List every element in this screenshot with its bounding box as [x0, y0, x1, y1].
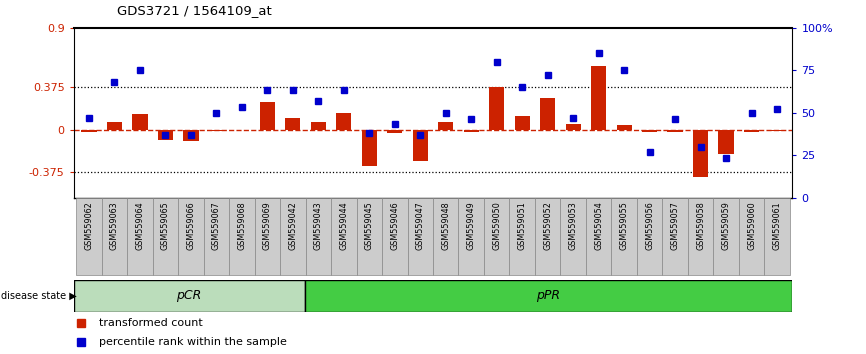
Text: GDS3721 / 1564109_at: GDS3721 / 1564109_at	[117, 4, 272, 17]
Bar	[765, 198, 790, 275]
Bar	[107, 122, 122, 130]
Bar	[305, 280, 792, 312]
Bar	[152, 198, 178, 275]
Text: GSM559043: GSM559043	[313, 201, 323, 250]
Bar	[285, 118, 301, 130]
Bar	[408, 198, 433, 275]
Text: GSM559059: GSM559059	[721, 201, 731, 250]
Bar	[362, 130, 377, 166]
Text: transformed count: transformed count	[99, 318, 203, 329]
Bar	[76, 198, 101, 275]
Text: GSM559053: GSM559053	[569, 201, 578, 250]
Bar	[184, 130, 198, 141]
Text: GSM559055: GSM559055	[620, 201, 629, 250]
Text: GSM559045: GSM559045	[365, 201, 374, 250]
Bar	[714, 198, 739, 275]
Bar	[739, 198, 765, 275]
Text: GSM559068: GSM559068	[237, 201, 246, 250]
Text: GSM559047: GSM559047	[416, 201, 424, 250]
Bar	[311, 122, 326, 130]
Bar	[770, 130, 785, 131]
Bar	[204, 198, 229, 275]
Bar	[509, 198, 535, 275]
Bar	[693, 130, 708, 177]
Bar	[255, 198, 280, 275]
Bar	[514, 116, 530, 130]
Bar	[306, 198, 331, 275]
Bar	[637, 198, 662, 275]
Text: GSM559061: GSM559061	[772, 201, 782, 250]
Bar	[688, 198, 714, 275]
Bar	[132, 114, 147, 130]
Bar	[489, 86, 504, 130]
Bar	[229, 198, 255, 275]
Text: GSM559050: GSM559050	[492, 201, 501, 250]
Text: GSM559054: GSM559054	[594, 201, 604, 250]
Bar	[260, 102, 275, 130]
Text: GSM559042: GSM559042	[288, 201, 297, 250]
Bar	[611, 198, 637, 275]
Bar	[127, 198, 152, 275]
Bar	[412, 130, 428, 161]
Bar	[331, 198, 357, 275]
Bar	[540, 98, 555, 130]
Text: GSM559046: GSM559046	[391, 201, 399, 250]
Bar	[668, 130, 682, 132]
Text: disease state ▶: disease state ▶	[1, 291, 76, 301]
Bar	[74, 280, 305, 312]
Text: GSM559058: GSM559058	[696, 201, 705, 250]
Bar	[209, 130, 224, 131]
Bar	[433, 198, 458, 275]
Bar	[280, 198, 306, 275]
Bar	[336, 113, 352, 130]
Bar	[662, 198, 688, 275]
Bar	[158, 130, 173, 140]
Text: GSM559067: GSM559067	[212, 201, 221, 250]
Bar	[458, 198, 484, 275]
Bar	[560, 198, 586, 275]
Bar	[642, 130, 657, 132]
Bar	[719, 130, 734, 154]
Bar	[617, 125, 632, 130]
Text: GSM559060: GSM559060	[747, 201, 756, 250]
Bar	[586, 198, 611, 275]
Bar	[387, 130, 403, 133]
Bar	[382, 198, 408, 275]
Text: pCR: pCR	[177, 289, 202, 302]
Text: GSM559066: GSM559066	[186, 201, 196, 250]
Bar	[81, 130, 96, 132]
Text: GSM559051: GSM559051	[518, 201, 527, 250]
Bar	[101, 198, 127, 275]
Text: GSM559057: GSM559057	[670, 201, 680, 250]
Bar	[744, 130, 759, 132]
Bar	[463, 130, 479, 132]
Text: GSM559056: GSM559056	[645, 201, 654, 250]
Bar	[438, 122, 454, 130]
Bar	[178, 198, 204, 275]
Bar	[535, 198, 560, 275]
Bar	[591, 66, 606, 130]
Bar	[565, 124, 581, 130]
Text: GSM559064: GSM559064	[135, 201, 145, 250]
Text: GSM559065: GSM559065	[161, 201, 170, 250]
Text: percentile rank within the sample: percentile rank within the sample	[99, 337, 287, 347]
Text: GSM559048: GSM559048	[442, 201, 450, 250]
Text: GSM559063: GSM559063	[110, 201, 119, 250]
Text: GSM559062: GSM559062	[84, 201, 94, 250]
Text: GSM559044: GSM559044	[339, 201, 348, 250]
Text: pPR: pPR	[537, 289, 560, 302]
Text: GSM559069: GSM559069	[262, 201, 272, 250]
Text: GSM559052: GSM559052	[543, 201, 553, 250]
Bar	[484, 198, 509, 275]
Text: GSM559049: GSM559049	[467, 201, 475, 250]
Bar	[357, 198, 382, 275]
